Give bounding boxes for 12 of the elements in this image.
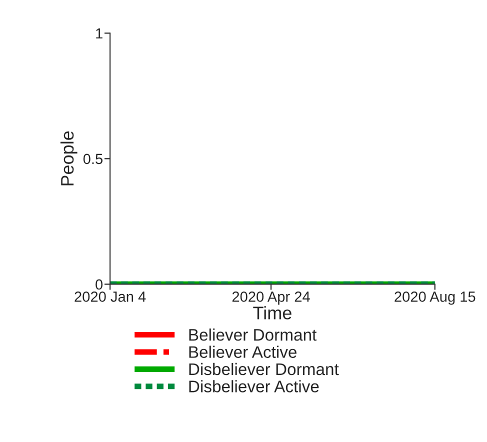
y-tick-label: 0.5: [83, 154, 103, 164]
x-tick-label: 2020 Jan 4: [74, 292, 146, 302]
legend-label: Believer Dormant: [189, 328, 317, 341]
legend-label: Disbeliever Dormant: [189, 362, 339, 376]
x-tick-label: 2020 Aug 15: [394, 292, 476, 305]
legend-label: Believer Active: [189, 346, 296, 358]
y-axis-title: People: [60, 131, 78, 186]
x-axis-title: Time: [253, 306, 292, 320]
y-tick-label: 0: [96, 279, 103, 290]
legend-label: Disbeliever Active: [189, 380, 319, 392]
x-tick-label: 2020 Apr 24: [232, 292, 310, 305]
y-tick-label: 1: [96, 28, 102, 38]
